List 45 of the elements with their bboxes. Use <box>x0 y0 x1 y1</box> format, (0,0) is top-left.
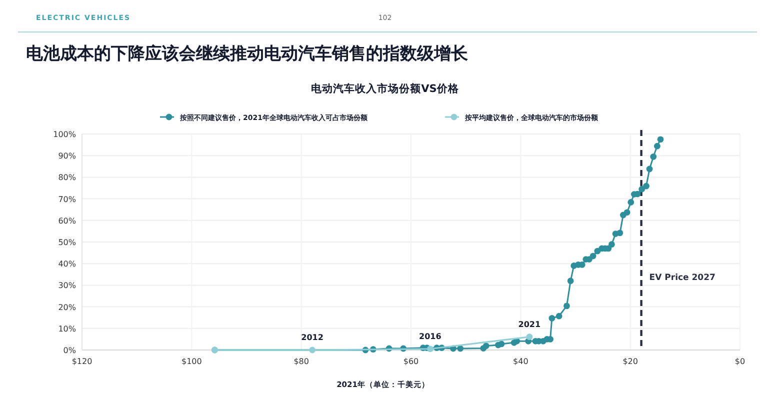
x-tick-label: $120 <box>72 357 92 366</box>
y-tick-label: 90% <box>58 152 76 161</box>
annotation: 2016 <box>419 332 442 341</box>
point <box>657 136 664 143</box>
y-tick-label: 60% <box>58 216 76 226</box>
y-tick-label: 70% <box>58 194 76 204</box>
y-tick-label: 80% <box>58 173 76 182</box>
point <box>426 346 434 352</box>
y-tick-label: 100% <box>53 130 76 139</box>
x-tick-label: $0 <box>734 357 746 366</box>
point <box>638 186 646 192</box>
x-tick-label: $60 <box>403 357 419 366</box>
point <box>309 346 316 354</box>
point <box>654 142 660 150</box>
ref-line-label: EV Price 2027 <box>649 273 716 283</box>
x-tick-label: $80 <box>294 357 309 366</box>
y-tick-label: 50% <box>58 238 76 247</box>
point <box>646 166 653 172</box>
point <box>548 315 556 322</box>
point <box>564 302 570 310</box>
annotation: 2012 <box>301 333 324 342</box>
y-tick-label: 20% <box>58 302 76 312</box>
point <box>628 199 634 206</box>
annotation: 2021 <box>518 320 542 329</box>
x-tick-label: $20 <box>622 357 638 366</box>
point <box>457 345 464 352</box>
point <box>650 153 657 160</box>
y-tick-label: 10% <box>58 324 76 334</box>
point <box>556 312 562 320</box>
point <box>498 340 505 348</box>
point <box>616 230 624 236</box>
point <box>624 209 630 216</box>
chart-title: 电池成本的下降应该会继续推动电动汽车销售的指数级增长 <box>26 44 469 64</box>
y-tick-label: 30% <box>58 281 76 290</box>
y-tick-label: 0% <box>63 346 76 355</box>
point <box>590 252 596 260</box>
point <box>608 241 615 248</box>
x-tick-label: $40 <box>513 357 528 366</box>
point <box>567 278 574 284</box>
point <box>482 342 490 350</box>
y-tick-label: 40% <box>58 260 76 269</box>
x-tick-label: $100 <box>181 357 202 366</box>
point <box>643 182 650 190</box>
chart-subtitle: 电动汽车收入市场份额VS价格 <box>311 82 460 95</box>
point <box>526 334 533 340</box>
